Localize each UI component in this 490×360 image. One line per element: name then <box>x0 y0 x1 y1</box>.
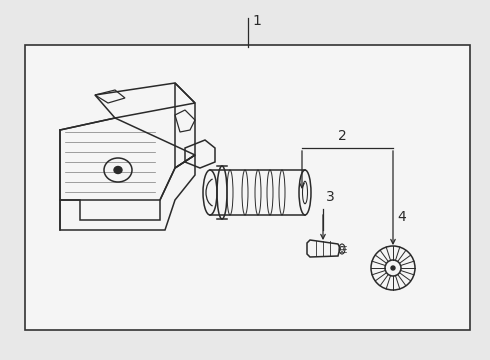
Text: 3: 3 <box>326 190 335 204</box>
Text: 2: 2 <box>338 129 346 143</box>
Ellipse shape <box>114 166 122 174</box>
Text: 4: 4 <box>397 210 406 224</box>
Bar <box>25 45 470 330</box>
Ellipse shape <box>391 266 395 270</box>
Text: 1: 1 <box>252 14 261 28</box>
